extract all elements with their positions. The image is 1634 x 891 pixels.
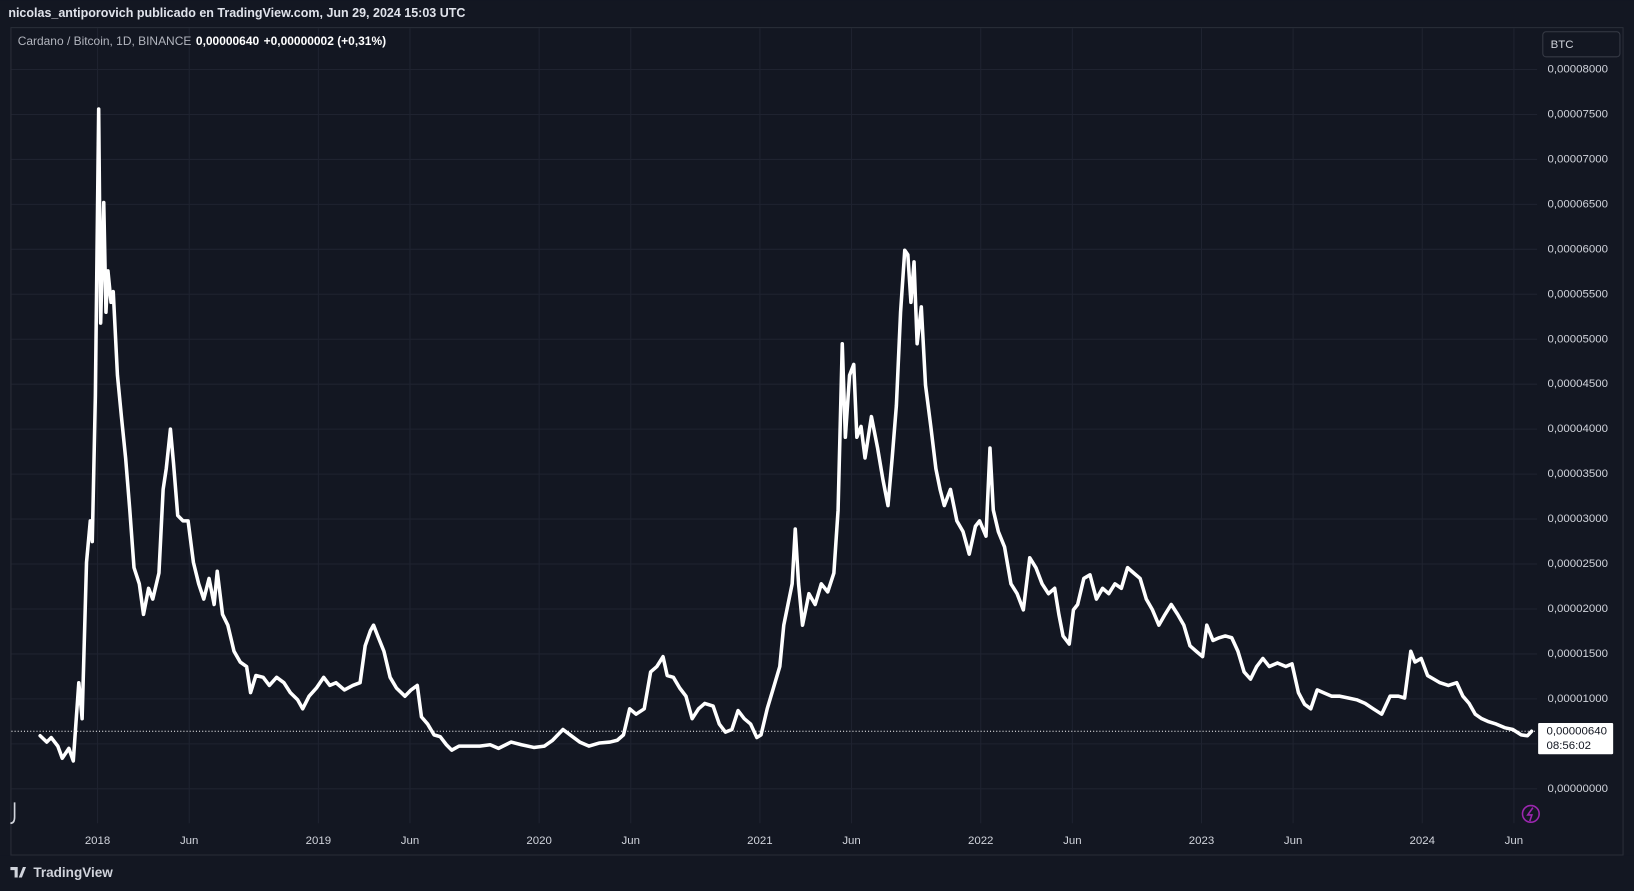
lightning-icon[interactable] xyxy=(1521,804,1540,823)
brand-logo xyxy=(10,867,27,878)
last-price-box xyxy=(1538,722,1614,755)
x-tick-label: Jun xyxy=(180,835,198,847)
y-tick-label: 0,00003000 xyxy=(1548,513,1609,525)
symbol: Cardano / Bitcoin, 1D, BINANCE xyxy=(18,34,192,48)
x-tick-label: 2021 xyxy=(747,835,772,847)
brand-mark xyxy=(10,867,27,878)
y-tick-label: 0,00005000 xyxy=(1548,333,1609,345)
countdown: 08:56:02 xyxy=(1546,740,1591,752)
y-tick-label: 0,00007000 xyxy=(1548,153,1609,165)
x-tick-label: 2020 xyxy=(526,835,551,847)
left-icon xyxy=(10,802,16,825)
x-tick-label: 2018 xyxy=(85,835,110,847)
x-tick-label: 2023 xyxy=(1189,835,1214,847)
x-tick-label: Jun xyxy=(1284,835,1302,847)
y-tick-label: 0,00005500 xyxy=(1548,288,1609,300)
x-tick-label: Jun xyxy=(1063,835,1081,847)
attribution: nicolas_antiporovich publicado en Tradin… xyxy=(8,6,465,20)
y-tick-label: 0,00006000 xyxy=(1548,243,1609,255)
y-tick-label: 0,00006500 xyxy=(1548,198,1609,210)
y-tick-label: 0,00004500 xyxy=(1548,378,1609,390)
price-line xyxy=(38,107,1534,763)
chart-frame xyxy=(10,27,1624,856)
icon-glyph xyxy=(10,802,16,825)
x-tick-label: 2022 xyxy=(968,835,993,847)
y-tick-label: 0,00003500 xyxy=(1548,468,1609,480)
y-tick-label: 0,00000000 xyxy=(1548,783,1609,795)
brand: TradingView xyxy=(33,865,113,880)
currency-button[interactable] xyxy=(1542,31,1621,58)
icon-circle[interactable] xyxy=(1521,804,1540,823)
y-tick-label: 0,00007500 xyxy=(1548,108,1609,120)
y-tick-label: 0,00004000 xyxy=(1548,423,1609,435)
y-tick-label: 0,00001000 xyxy=(1548,693,1609,705)
y-tick-label: 0,00001500 xyxy=(1548,648,1609,660)
y-tick-label: 0,00002500 xyxy=(1548,558,1609,570)
y-tick-label: 0,00002000 xyxy=(1548,603,1609,615)
price: 0,00000640 xyxy=(196,34,260,48)
x-tick-label: Jun xyxy=(401,835,419,847)
x-tick-label: Jun xyxy=(1505,835,1523,847)
icon-bolt[interactable] xyxy=(1526,807,1534,822)
x-tick-label: 2019 xyxy=(306,835,331,847)
x-tick-label: 2024 xyxy=(1410,835,1436,847)
last-price-label: 0,00000640 xyxy=(1546,725,1607,737)
footer-bar xyxy=(0,855,1634,891)
y-tick-label: 0,00008000 xyxy=(1548,64,1609,76)
change: +0,00000002 (+0,31%) xyxy=(264,34,386,48)
currency-button-label[interactable]: BTC xyxy=(1551,39,1574,51)
x-tick-label: Jun xyxy=(622,835,640,847)
x-tick-label: Jun xyxy=(842,835,860,847)
